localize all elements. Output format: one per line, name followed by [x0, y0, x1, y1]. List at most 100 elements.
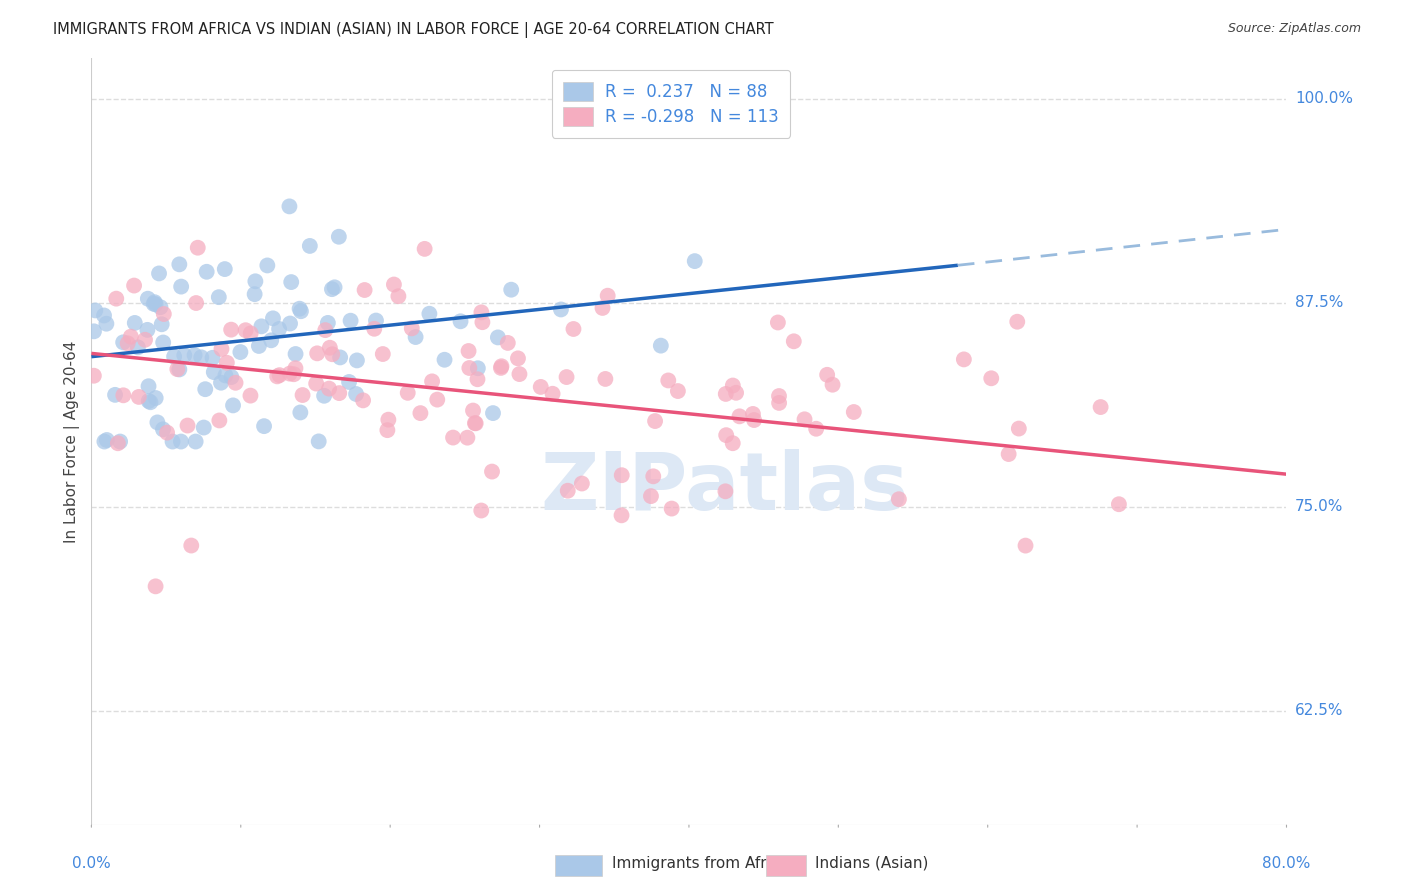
Point: [643, 469, 665, 483]
Point: [256, 259, 278, 273]
Point: [278, 367, 301, 381]
Point: [530, 380, 553, 394]
Point: [120, 329, 142, 343]
Point: [239, 326, 262, 341]
Point: [235, 323, 257, 337]
Point: [260, 333, 283, 347]
Point: [714, 428, 737, 442]
Point: [1008, 421, 1031, 435]
Point: [887, 492, 910, 507]
Point: [290, 304, 312, 318]
Point: [142, 297, 165, 311]
Point: [124, 316, 146, 330]
Point: [596, 289, 619, 303]
Point: [280, 275, 302, 289]
Point: [112, 388, 135, 402]
Point: [721, 436, 744, 450]
Point: [162, 434, 184, 449]
Point: [815, 368, 838, 382]
Point: [284, 361, 307, 376]
Point: [314, 323, 336, 337]
Point: [364, 313, 387, 327]
Point: [153, 307, 176, 321]
Point: [104, 388, 127, 402]
Point: [219, 323, 242, 337]
Point: [506, 351, 529, 366]
Point: [308, 434, 330, 449]
Point: [323, 280, 346, 294]
Point: [409, 406, 432, 420]
Point: [239, 389, 262, 403]
Point: [170, 279, 193, 293]
Point: [156, 425, 179, 440]
Point: [610, 468, 633, 483]
Point: [742, 407, 765, 421]
Point: [128, 390, 150, 404]
Point: [344, 387, 367, 401]
Point: [150, 318, 173, 332]
Point: [291, 388, 314, 402]
Point: [489, 360, 512, 375]
Point: [96, 317, 118, 331]
Point: [253, 419, 276, 434]
Point: [166, 362, 188, 376]
Point: [377, 412, 399, 426]
Point: [183, 348, 205, 362]
Point: [288, 301, 311, 316]
Point: [396, 385, 419, 400]
Point: [1108, 497, 1130, 511]
Point: [146, 416, 169, 430]
Point: [766, 316, 789, 330]
Point: [640, 489, 662, 503]
Point: [84, 303, 107, 318]
Point: [107, 436, 129, 450]
Point: [768, 389, 790, 403]
Point: [768, 396, 790, 410]
Point: [1007, 315, 1029, 329]
Point: [112, 335, 135, 350]
Point: [450, 314, 472, 328]
Point: [997, 447, 1019, 461]
Point: [433, 352, 456, 367]
Point: [214, 368, 236, 383]
Point: [307, 346, 329, 360]
Point: [382, 277, 405, 292]
Point: [122, 278, 145, 293]
Point: [420, 375, 443, 389]
Point: [149, 300, 172, 314]
Point: [145, 391, 167, 405]
Point: [283, 368, 305, 382]
Point: [457, 343, 479, 358]
Text: 80.0%: 80.0%: [1263, 855, 1310, 871]
Point: [401, 321, 423, 335]
Point: [714, 484, 737, 499]
Point: [725, 385, 748, 400]
Point: [644, 414, 666, 428]
Point: [83, 368, 105, 383]
Point: [278, 199, 301, 213]
Point: [980, 371, 1002, 385]
Point: [481, 465, 503, 479]
Point: [136, 323, 159, 337]
Text: Immigrants from Africa: Immigrants from Africa: [612, 856, 789, 871]
Point: [496, 335, 519, 350]
Point: [262, 311, 284, 326]
Point: [105, 292, 128, 306]
Point: [266, 369, 288, 384]
Point: [339, 314, 361, 328]
Point: [387, 289, 409, 303]
Point: [471, 315, 494, 329]
Point: [222, 398, 245, 412]
Point: [1014, 539, 1036, 553]
Text: 100.0%: 100.0%: [1295, 91, 1353, 106]
Point: [169, 362, 191, 376]
Point: [278, 317, 301, 331]
Point: [405, 330, 427, 344]
Point: [842, 405, 865, 419]
Point: [215, 356, 238, 370]
Point: [464, 417, 486, 431]
Text: 0.0%: 0.0%: [72, 855, 111, 871]
Point: [243, 287, 266, 301]
Point: [180, 539, 202, 553]
Point: [456, 431, 478, 445]
